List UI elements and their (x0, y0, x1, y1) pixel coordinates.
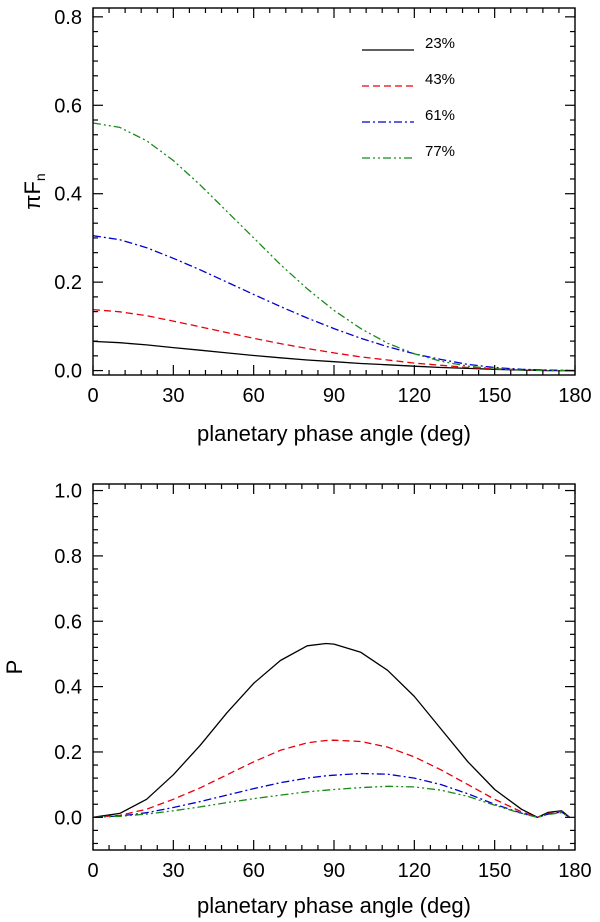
polarization-ytick-label: 0.2 (54, 742, 82, 764)
flux-y-axis-label-main: πF (20, 181, 45, 210)
polarization-xtick-label: 120 (398, 860, 431, 882)
polarization-series-23pct (92, 642, 571, 818)
flux-xtick-label: 0 (87, 385, 98, 407)
legend-label-61pct: 61% (425, 107, 455, 124)
polarization-ytick-label: 1.0 (54, 481, 82, 503)
polarization-series-77pct (92, 785, 570, 818)
flux-ytick-label: 0.6 (54, 95, 82, 117)
polarization-ytick-label: 0.0 (54, 807, 82, 829)
flux-ytick-label: 0.0 (54, 361, 82, 383)
flux-xtick-label: 120 (398, 385, 431, 407)
panel-flux: 0 30 60 90 120 150 180 0.0 0.2 0.4 0.6 0.8 planetar… (20, 7, 592, 446)
flux-ytick-label: 0.8 (54, 7, 82, 29)
flux-series-layer (92, 122, 576, 372)
flux-xtick-label: 180 (558, 385, 591, 407)
polarization-series-61pct (92, 772, 570, 818)
flux-xtick-label: 90 (323, 385, 345, 407)
legend-label-23pct: 23% (425, 35, 455, 52)
flux-y-axis-label: πFn (20, 173, 48, 209)
panel-polarization: 0 30 60 90 120 150 180 0.0 0.2 0.4 0.6 0.8 1.0 plane… (2, 481, 592, 918)
flux-ytick-label: 0.4 (54, 184, 82, 206)
polarization-tick-label-layer: 0 30 60 90 120 150 180 0.0 0.2 0.4 0.6 0.8 1.0 (54, 481, 592, 882)
flux-series-77pct (92, 122, 575, 372)
polarization-xtick-label: 30 (162, 860, 184, 882)
polarization-y-axis-label: P (2, 660, 27, 675)
polarization-xtick-label: 90 (323, 860, 345, 882)
polarization-ytick-label: 0.8 (54, 546, 82, 568)
polarization-ytick-label: 0.6 (54, 611, 82, 633)
flux-y-axis-label-subscript: n (32, 173, 48, 181)
flux-legend: 23% 43% 61% 77% (362, 35, 455, 160)
polarization-series-layer (92, 642, 571, 818)
flux-series-61pct (92, 235, 576, 372)
flux-xtick-label: 150 (478, 385, 511, 407)
flux-xtick-label: 30 (162, 385, 184, 407)
polarization-xtick-label: 60 (243, 860, 265, 882)
flux-x-axis-label: planetary phase angle (deg) (197, 421, 471, 446)
polarization-xtick-label: 0 (87, 860, 98, 882)
flux-ytick-label: 0.2 (54, 272, 82, 294)
polarization-x-axis-label: planetary phase angle (deg) (197, 893, 471, 918)
legend-label-77pct: 77% (425, 143, 455, 160)
polarization-xtick-label: 180 (558, 860, 591, 882)
flux-xtick-label: 60 (243, 385, 265, 407)
flux-series-43pct (92, 308, 576, 372)
polarization-ytick-label: 0.4 (54, 677, 82, 699)
flux-plot-frame (92, 7, 576, 376)
polarization-plot-frame (92, 483, 576, 851)
polarization-xtick-label: 150 (478, 860, 511, 882)
flux-tick-layer (92, 8, 576, 375)
legend-label-43pct: 43% (425, 71, 455, 88)
flux-tick-label-layer: 0 30 60 90 120 150 180 0.0 0.2 0.4 0.6 0.8 (54, 7, 592, 407)
polarization-series-43pct (92, 739, 570, 818)
